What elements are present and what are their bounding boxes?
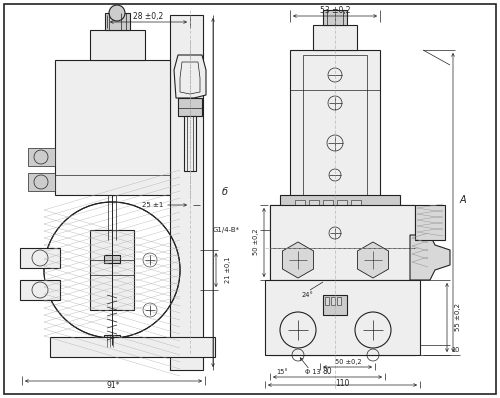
Bar: [184, 116, 196, 171]
Text: 28 ±0,2: 28 ±0,2: [133, 12, 163, 21]
Text: 10: 10: [451, 347, 459, 353]
Text: Φ 13: Φ 13: [305, 369, 321, 375]
Polygon shape: [282, 242, 314, 278]
Text: 21 ±0,1: 21 ±0,1: [225, 257, 231, 283]
Text: 24°: 24°: [301, 292, 313, 298]
Bar: [323, 10, 347, 25]
Bar: [303, 55, 367, 195]
Bar: [50, 337, 215, 357]
Text: A: A: [460, 195, 466, 205]
Bar: [28, 173, 55, 191]
Bar: [351, 200, 361, 218]
Bar: [20, 280, 60, 300]
Circle shape: [355, 312, 391, 348]
Text: 50 ±0,2: 50 ±0,2: [253, 229, 259, 255]
Text: 80: 80: [322, 367, 332, 377]
Text: 53 ±0,2: 53 ±0,2: [320, 6, 350, 14]
Bar: [104, 255, 120, 263]
Text: 91*: 91*: [106, 380, 120, 390]
Bar: [178, 98, 202, 116]
Bar: [20, 248, 60, 268]
Bar: [337, 200, 347, 218]
Bar: [105, 13, 130, 30]
Bar: [295, 200, 305, 218]
Polygon shape: [174, 55, 206, 98]
Bar: [90, 30, 145, 60]
Bar: [280, 195, 400, 225]
Bar: [309, 200, 319, 218]
Circle shape: [280, 312, 316, 348]
Bar: [331, 297, 335, 305]
Text: 50 ±0,2: 50 ±0,2: [334, 359, 361, 365]
Bar: [270, 205, 415, 355]
Text: 110: 110: [335, 380, 349, 388]
Bar: [313, 25, 357, 50]
Circle shape: [109, 5, 125, 21]
Bar: [323, 295, 347, 315]
Bar: [90, 230, 134, 310]
Bar: [270, 205, 415, 280]
Bar: [170, 15, 203, 370]
Text: б: б: [222, 187, 228, 197]
Text: 15°: 15°: [276, 369, 288, 375]
Bar: [325, 297, 329, 305]
Bar: [55, 60, 170, 195]
Bar: [415, 205, 445, 240]
Bar: [28, 148, 55, 166]
Polygon shape: [410, 235, 450, 280]
Text: 55 ±0,2: 55 ±0,2: [455, 303, 461, 331]
Text: G1/4-B*: G1/4-B*: [213, 227, 240, 233]
Text: 25 ±1: 25 ±1: [142, 202, 164, 208]
Bar: [104, 335, 120, 347]
Bar: [290, 50, 380, 205]
Bar: [323, 200, 333, 218]
Bar: [337, 297, 341, 305]
Bar: [265, 280, 420, 355]
Polygon shape: [358, 242, 388, 278]
